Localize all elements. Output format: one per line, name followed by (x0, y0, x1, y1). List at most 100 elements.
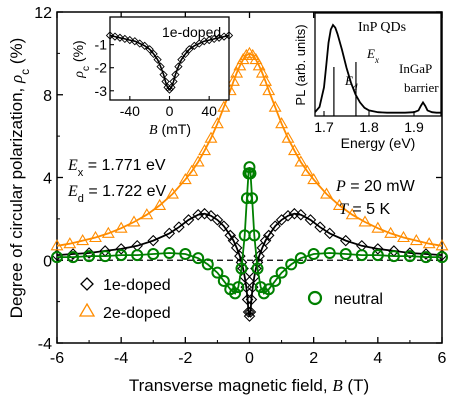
main-y-tick-label: -4 (38, 336, 52, 353)
point-1e-doped (238, 271, 251, 283)
point-neutral (201, 258, 214, 271)
inset1-y-tick-label: -3 (95, 83, 108, 99)
inset1-point (205, 35, 214, 45)
inset1-point (167, 83, 176, 92)
inset1-point (120, 34, 130, 44)
series-2e-doped (50, 46, 449, 251)
point-neutral (244, 167, 257, 180)
point-2e-doped (259, 74, 272, 86)
inset1-point (171, 70, 180, 79)
inset1-point (135, 39, 144, 48)
point-neutral (67, 251, 80, 264)
inset1-point (153, 55, 162, 64)
main-y-tick-label: 12 (34, 5, 52, 22)
point-2e-doped (384, 226, 398, 238)
main-x-tick-label: 0 (245, 350, 254, 367)
point-2e-doped (332, 198, 346, 210)
point-1e-doped (192, 208, 204, 221)
inset2-pl-spectrum-line (314, 23, 441, 114)
point-1e-doped (163, 227, 176, 240)
legend-label-neutral: neutral (334, 291, 383, 308)
main-x-tick-label: 4 (373, 350, 382, 367)
point-2e-doped (300, 164, 314, 176)
annotation-ed: Ed = 1.722 eV (67, 183, 167, 205)
inset1-point (177, 55, 186, 64)
point-1e-doped (248, 271, 261, 283)
point-2e-doped (198, 144, 212, 156)
inset2-x-tick-label: 1.7 (314, 119, 334, 135)
inset2-x-tick-labels: 1.7 1.8 1.9 (314, 119, 424, 135)
point-neutral (355, 249, 368, 262)
point-2e-doped (236, 52, 250, 65)
inset1-point (156, 62, 165, 71)
inset1-point (125, 35, 134, 45)
inset1-point (161, 77, 170, 86)
inset1-point (130, 37, 139, 46)
inset2-x-tick-label: 1.9 (404, 119, 424, 135)
inset1-title: 1e-doped (162, 24, 221, 40)
point-1e-doped (230, 242, 243, 254)
inset1-point (224, 31, 234, 40)
point-2e-doped (50, 239, 64, 251)
point-neutral (246, 192, 259, 205)
point-neutral (211, 266, 224, 279)
inset2-qd-label: InP QDs (358, 20, 406, 35)
point-neutral (307, 248, 320, 261)
legend-marker-neutral (307, 290, 323, 306)
point-neutral (371, 249, 384, 262)
point-1e-doped (211, 214, 224, 226)
point-neutral (285, 258, 298, 271)
main-y-tick-label: 4 (43, 171, 52, 188)
main-x-axis-label: Transverse magnetic field, B (T) (129, 376, 369, 395)
point-2e-doped (281, 131, 295, 143)
point-neutral (115, 249, 128, 262)
point-2e-doped (252, 59, 266, 71)
point-1e-doped (115, 243, 127, 255)
point-neutral (232, 281, 245, 294)
point-neutral (163, 247, 176, 260)
point-2e-doped (294, 155, 308, 167)
point-2e-doped (275, 117, 289, 129)
main-y-axis-label: Degree of circular polarization, ρc (%) (7, 38, 32, 319)
legend: 1e-doped 2e-doped neutral (78, 277, 383, 322)
inset1-point (159, 70, 168, 79)
point-1e-doped (205, 209, 217, 222)
inset1-point (185, 45, 194, 54)
point-2e-doped (227, 74, 240, 86)
point-2e-doped (89, 230, 102, 243)
inset2-x-axis-label: Energy (eV) (341, 135, 416, 151)
point-2e-doped (185, 164, 199, 176)
point-2e-doped (239, 48, 253, 60)
main-x-tick-label: -2 (178, 350, 192, 367)
point-neutral (262, 283, 275, 296)
point-neutral (323, 247, 336, 260)
inset1-point (165, 85, 174, 94)
point-neutral (179, 248, 192, 261)
point-2e-doped (191, 155, 205, 167)
point-2e-doped (178, 172, 192, 185)
inset-low-field: -40 0 40 -1 -2 -3 1e-doped B (mT) ρc (%) (70, 16, 234, 138)
point-neutral (269, 274, 282, 287)
point-2e-doped (268, 100, 282, 112)
point-neutral (217, 274, 230, 287)
point-1e-doped (259, 234, 272, 247)
fit-line-1e-doped (56, 212, 443, 317)
inset1-point (140, 41, 149, 50)
point-neutral (243, 161, 256, 174)
main-x-tick-label: 6 (438, 350, 447, 367)
point-2e-doped (76, 233, 90, 246)
point-2e-doped (233, 59, 247, 71)
point-1e-doped (262, 229, 275, 242)
point-1e-doped (224, 229, 237, 242)
point-1e-doped (304, 214, 317, 226)
point-2e-doped (287, 144, 301, 156)
inset1-point (219, 32, 229, 41)
point-neutral (240, 192, 253, 205)
inset2-ex-label: Ex (366, 46, 379, 65)
inset1-x-tick-label: -40 (120, 103, 140, 119)
inset2-barrier-label-1: InGaP (399, 61, 432, 76)
inset1-point (149, 49, 158, 59)
point-2e-doped (230, 66, 244, 78)
inset1-point (115, 33, 125, 42)
inset1-point (105, 31, 115, 40)
